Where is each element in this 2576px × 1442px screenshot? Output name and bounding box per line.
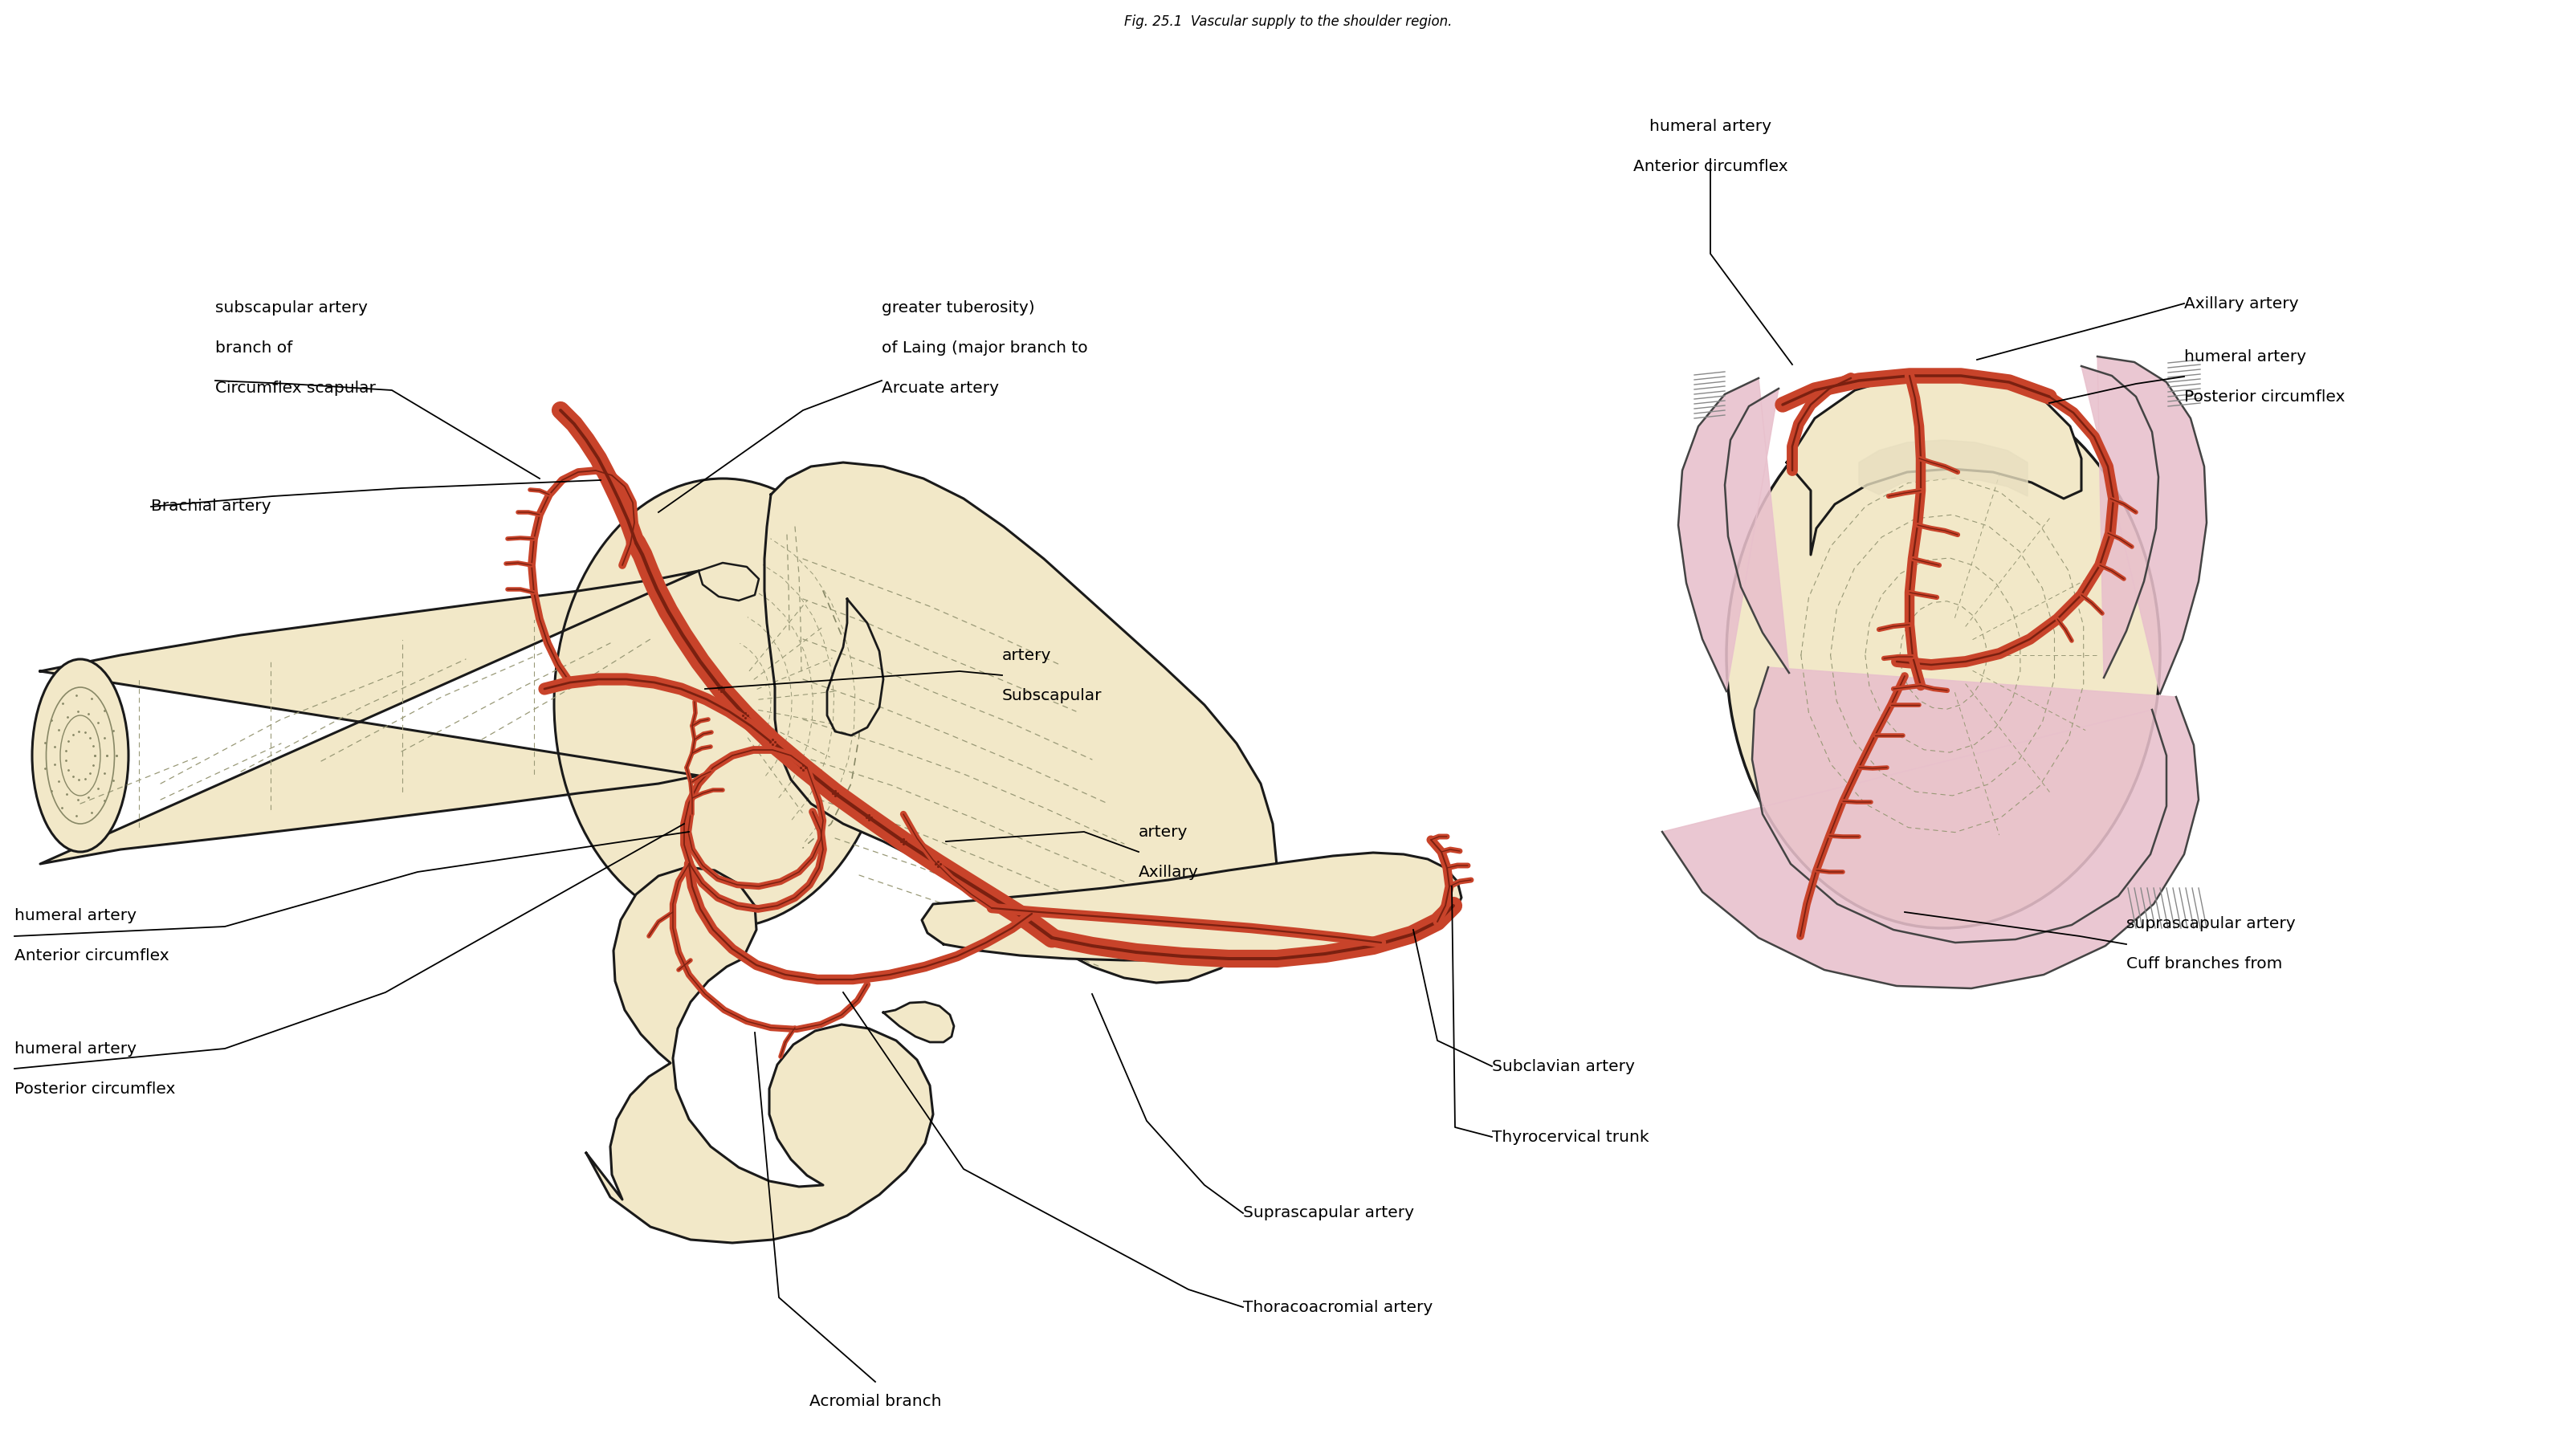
Text: artery: artery [1139,825,1188,839]
Text: Anterior circumflex: Anterior circumflex [15,949,170,963]
Text: humeral artery: humeral artery [2184,349,2306,365]
Text: suprascapular artery: suprascapular artery [2125,917,2295,932]
Text: Subscapular: Subscapular [1002,688,1103,702]
Polygon shape [922,852,1461,960]
Text: Axillary: Axillary [1139,864,1198,880]
Ellipse shape [1726,382,2161,929]
Text: Anterior circumflex: Anterior circumflex [1633,159,1788,174]
Text: humeral artery: humeral artery [15,1041,137,1056]
Polygon shape [1677,378,1790,691]
Text: Suprascapular artery: Suprascapular artery [1244,1206,1414,1221]
Text: Thoracoacromial artery: Thoracoacromial artery [1244,1299,1432,1315]
Text: Fig. 25.1  Vascular supply to the shoulder region.: Fig. 25.1 Vascular supply to the shoulde… [1123,14,1453,29]
Ellipse shape [31,659,129,852]
Polygon shape [884,1002,953,1043]
Polygon shape [2081,356,2208,694]
Text: artery: artery [1002,647,1051,663]
Polygon shape [41,571,698,864]
Text: humeral artery: humeral artery [15,908,137,924]
Polygon shape [827,598,884,735]
Text: Thyrocervical trunk: Thyrocervical trunk [1492,1129,1649,1145]
Text: Acromial branch: Acromial branch [809,1394,940,1409]
Polygon shape [765,463,1278,983]
Text: humeral artery: humeral artery [1649,118,1772,134]
Polygon shape [1788,373,2081,555]
Text: Cuff branches from: Cuff branches from [2125,956,2282,972]
Text: Subclavian artery: Subclavian artery [1492,1058,1636,1074]
Text: Posterior circumflex: Posterior circumflex [2184,389,2344,404]
Ellipse shape [554,479,891,929]
Text: Axillary artery: Axillary artery [2184,296,2298,311]
Text: Arcuate artery: Arcuate artery [881,381,999,395]
Polygon shape [698,562,760,600]
Text: Posterior circumflex: Posterior circumflex [15,1082,175,1096]
Polygon shape [587,867,933,1243]
Polygon shape [1860,440,2027,496]
Text: greater tuberosity): greater tuberosity) [881,300,1036,316]
Text: subscapular artery: subscapular artery [216,300,368,316]
Text: branch of: branch of [216,340,294,356]
Text: of Laing (major branch to: of Laing (major branch to [881,340,1087,356]
Text: Brachial artery: Brachial artery [152,499,270,515]
Text: Circumflex scapular: Circumflex scapular [216,381,376,395]
Polygon shape [1662,668,2197,988]
